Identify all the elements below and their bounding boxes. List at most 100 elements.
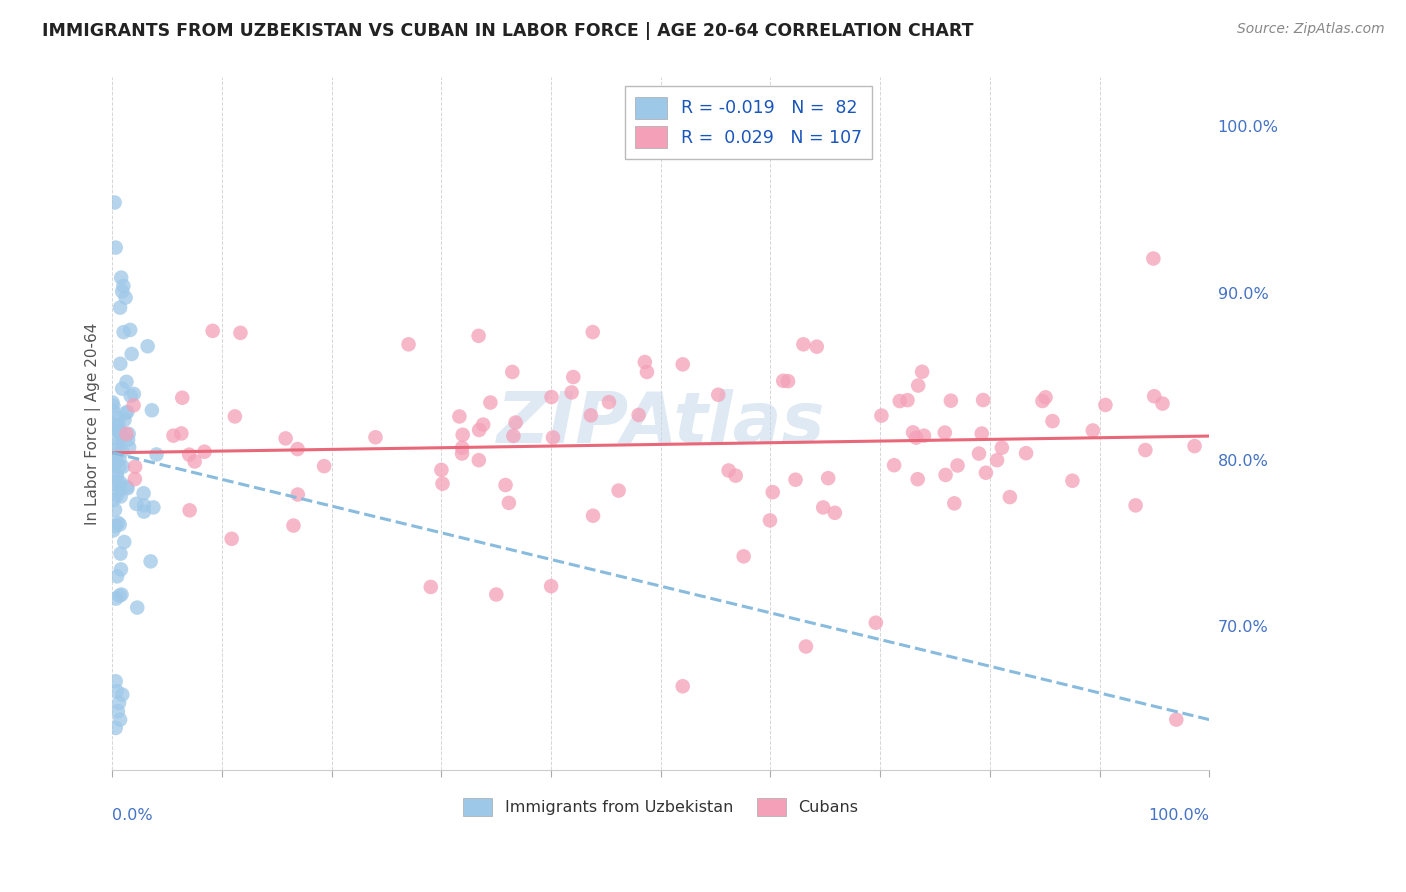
Point [111, 459, 134, 474]
Point [139, 554, 162, 568]
Point [145, 447, 167, 461]
Point [468, 453, 491, 467]
Point [103, 399, 125, 413]
Point [110, 357, 132, 371]
Point [785, 473, 807, 487]
Text: 90.0%: 90.0% [1218, 286, 1268, 301]
Point [112, 279, 135, 293]
Point [114, 406, 136, 420]
Point [970, 426, 993, 441]
Point [111, 688, 134, 702]
Point [179, 503, 201, 517]
Point [817, 471, 839, 485]
Point [579, 409, 602, 423]
Point [122, 398, 145, 412]
Point [117, 481, 139, 495]
Point [561, 385, 583, 400]
Point [108, 696, 131, 710]
Point [193, 444, 215, 458]
Point [495, 478, 517, 492]
Point [912, 428, 935, 442]
Point [108, 589, 131, 603]
Point [104, 195, 127, 210]
Point [762, 485, 785, 500]
Point [562, 370, 585, 384]
Point [883, 458, 905, 473]
Point [103, 417, 125, 432]
Point [104, 721, 127, 735]
Point [105, 438, 128, 452]
Point [998, 490, 1021, 504]
Point [451, 446, 474, 460]
Point [114, 291, 136, 305]
Point [132, 486, 155, 500]
Point [991, 441, 1014, 455]
Point [104, 502, 127, 516]
Point [107, 475, 129, 490]
Point [1031, 394, 1053, 409]
Point [582, 325, 605, 339]
Point [142, 500, 165, 515]
Point [672, 679, 695, 693]
Point [104, 241, 127, 255]
Text: 100.0%: 100.0% [1218, 120, 1278, 135]
Point [672, 357, 695, 371]
Point [479, 395, 502, 409]
Point [104, 453, 127, 467]
Point [792, 337, 814, 351]
Point [505, 416, 527, 430]
Point [141, 403, 163, 417]
Point [110, 425, 132, 440]
Point [1125, 499, 1147, 513]
Point [105, 684, 128, 698]
Point [108, 483, 131, 498]
Point [419, 580, 441, 594]
Point [451, 441, 474, 455]
Point [114, 413, 136, 427]
Point [824, 506, 846, 520]
Point [811, 500, 834, 515]
Point [772, 374, 794, 388]
Point [105, 569, 128, 583]
Point [707, 388, 730, 402]
Point [121, 347, 143, 361]
Point [107, 417, 129, 432]
Point [107, 516, 129, 530]
Point [224, 409, 246, 424]
Point [115, 375, 138, 389]
Legend: Immigrants from Uzbekistan, Cubans: Immigrants from Uzbekistan, Cubans [456, 789, 866, 824]
Point [183, 454, 205, 468]
Point [112, 535, 135, 549]
Point [110, 425, 132, 440]
Point [101, 395, 124, 409]
Point [110, 475, 132, 490]
Point [110, 270, 132, 285]
Point [104, 674, 127, 689]
Point [118, 441, 141, 455]
Point [724, 468, 747, 483]
Point [627, 408, 650, 422]
Text: ZIPAtlas: ZIPAtlas [496, 389, 825, 458]
Point [398, 337, 420, 351]
Point [451, 427, 474, 442]
Point [541, 430, 564, 444]
Point [162, 428, 184, 442]
Point [103, 458, 125, 473]
Point [907, 378, 929, 392]
Point [1081, 424, 1104, 438]
Point [472, 417, 495, 432]
Point [105, 442, 128, 457]
Point [896, 393, 918, 408]
Point [636, 365, 658, 379]
Point [870, 409, 893, 423]
Point [122, 387, 145, 401]
Point [946, 458, 969, 473]
Point [1143, 389, 1166, 403]
Point [108, 517, 131, 532]
Point [1166, 713, 1188, 727]
Point [283, 518, 305, 533]
Point [115, 426, 138, 441]
Point [117, 405, 139, 419]
Text: Source: ZipAtlas.com: Source: ZipAtlas.com [1237, 22, 1385, 37]
Point [221, 532, 243, 546]
